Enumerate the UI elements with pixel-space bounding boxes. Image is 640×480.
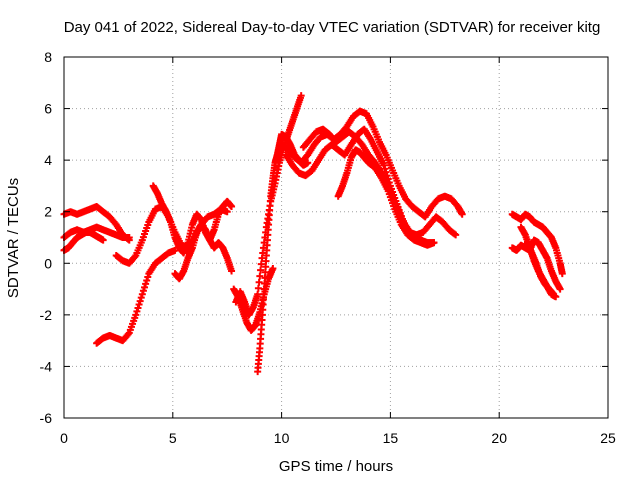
data-point [139, 287, 147, 295]
series-arc-k [273, 107, 466, 221]
y-tick-label: 6 [44, 101, 52, 117]
data-point [558, 270, 566, 278]
data-point [257, 266, 265, 274]
data-point [134, 304, 142, 312]
y-tick-label: 8 [44, 49, 52, 65]
series-arc-m [299, 125, 438, 247]
x-tick-label: 25 [600, 430, 616, 446]
data-point [142, 280, 150, 288]
y-tick-label: -2 [40, 307, 53, 323]
series-arc-d [93, 246, 179, 347]
series-arc-f [149, 182, 236, 257]
x-tick-label: 20 [491, 430, 507, 446]
data-point [269, 264, 277, 272]
data-point [131, 253, 139, 261]
x-tick-label: 15 [383, 430, 399, 446]
axis-ticks [63, 56, 609, 419]
y-tick-label: -6 [40, 410, 53, 426]
x-tick-label: 5 [169, 430, 177, 446]
plot-frame [63, 56, 609, 419]
data-point [256, 272, 264, 280]
data-point [254, 290, 262, 298]
x-tick-label: 0 [60, 430, 68, 446]
series-arc-r [523, 239, 558, 298]
series-arc-g [171, 221, 236, 283]
x-tick-label: 10 [274, 430, 290, 446]
data-point [228, 267, 236, 275]
x-tick-labels: 0 5 10 15 20 25 [60, 430, 616, 446]
grid-lines [64, 57, 608, 418]
data-point [133, 307, 141, 315]
x-axis-label: GPS time / hours [279, 458, 393, 475]
data-point [223, 208, 231, 216]
chart-title: Day 041 of 2022, Sidereal Day-to-day VTE… [64, 19, 601, 36]
data-point [452, 231, 460, 239]
data-point [125, 234, 133, 241]
y-tick-label: 2 [44, 204, 52, 220]
data-point [132, 311, 140, 319]
data-point [556, 285, 564, 293]
data-point [124, 330, 132, 338]
y-tick-label: -4 [40, 358, 53, 374]
data-point [228, 203, 236, 211]
data-point [137, 294, 145, 302]
data-point [380, 161, 388, 169]
data-point [255, 278, 263, 286]
data-point [141, 283, 149, 291]
data-point [297, 92, 305, 100]
data-point [430, 239, 438, 247]
data-point [135, 301, 143, 309]
data-point [138, 290, 146, 298]
data-point [136, 297, 144, 305]
data-point [257, 260, 265, 268]
data-points [60, 92, 566, 376]
data-point [99, 236, 107, 244]
data-point [550, 290, 558, 298]
data-point [144, 273, 152, 281]
y-axis-label: SDTVAR / TECUs [5, 178, 22, 298]
y-tick-label: 4 [44, 152, 52, 168]
y-tick-labels: -6 -4 -2 0 2 4 6 8 [40, 49, 53, 426]
data-point [458, 210, 466, 218]
y-tick-label: 0 [44, 255, 52, 271]
series-arc-o [508, 210, 566, 278]
data-point [143, 276, 151, 284]
data-point [304, 159, 312, 167]
series-arc-n [334, 146, 438, 249]
